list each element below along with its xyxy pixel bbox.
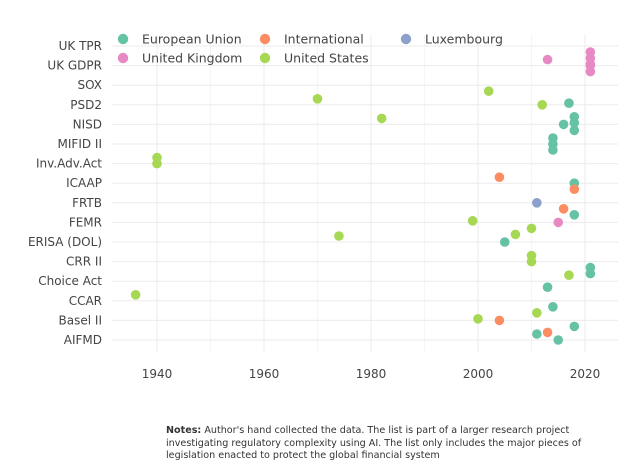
- legend-item-united-kingdom: United Kingdom: [117, 51, 242, 66]
- point-united-states-frtb-1999: [467, 216, 478, 226]
- point-european-union-choice-act-2013: [542, 282, 553, 293]
- legend-marker-united-states: [259, 52, 271, 64]
- grid-lines: [112, 35, 618, 352]
- point-united-states-femr-2010: [526, 223, 537, 234]
- point-united-states-nisd-1982: [376, 113, 387, 124]
- y-tick-mifid-ii: MIFID II: [58, 137, 102, 151]
- point-european-union-erisa-dol-2005: [499, 237, 510, 247]
- point-united-states-erisa-dol-1974: [334, 231, 344, 241]
- point-european-union-frtb-2018: [569, 210, 580, 220]
- point-international-icaap-2018: [569, 184, 580, 194]
- point-european-union-nisd-2016: [558, 119, 569, 130]
- y-tick-sox: SOX: [77, 78, 102, 92]
- point-united-states-psd2-1970: [312, 94, 323, 104]
- y-tick-erisa-dol: ERISA (DOL): [28, 235, 102, 249]
- x-tick-2020: 2020: [570, 367, 601, 381]
- point-european-union-aifmd-2011: [532, 329, 542, 339]
- legend-marker-luxembourg: [400, 33, 412, 45]
- y-axis-tick-labels: AIFMD Basel II CCAR Choice Act CRR II ERISA (…: [28, 39, 102, 347]
- y-tick-femr: FEMR: [69, 215, 102, 229]
- scatter-chart: AIFMD Basel II CCAR Choice Act CRR II ERISA (…: [28, 32, 618, 381]
- x-tick-1980: 1980: [356, 367, 387, 381]
- y-tick-frtb: FRTB: [72, 196, 102, 210]
- point-united-kingdom-uk-gdpr-2013: [542, 54, 553, 65]
- point-international-basel-ii-2013: [542, 327, 553, 338]
- notes-text: Author's hand collected the data. The li…: [166, 425, 582, 461]
- legend-marker-european-union: [117, 33, 129, 45]
- legend-item-international: International: [259, 32, 364, 47]
- point-european-union-ccar-2014: [548, 302, 558, 312]
- x-axis-tick-labels: 1940 1960 1980 2000 2020: [142, 367, 601, 381]
- point-international-frtb-2016: [558, 204, 569, 214]
- legend-label-united-states: United States: [284, 51, 369, 66]
- legend-label-united-kingdom: United Kingdom: [142, 51, 242, 66]
- y-tick-ccar: CCAR: [69, 294, 102, 308]
- data-points: [130, 47, 596, 345]
- point-luxembourg-frtb-2011: [532, 198, 542, 208]
- legend-marker-international: [259, 33, 271, 45]
- x-tick-1960: 1960: [249, 367, 280, 381]
- point-united-states-ccar-2011: [532, 308, 542, 318]
- legend-item-european-union: European Union: [117, 32, 242, 47]
- y-tick-choice-act: Choice Act: [38, 274, 102, 288]
- point-united-states-ccar-2000: [473, 314, 483, 324]
- point-united-states-femr-2007: [510, 229, 521, 240]
- point-european-union-mifid-ii-2014: [548, 145, 558, 155]
- point-european-union-basel-ii-2018: [569, 321, 580, 332]
- point-united-kingdom-uk-tpr-2021: [585, 59, 596, 69]
- point-united-kingdom-uk-gdpr-2021: [585, 66, 596, 77]
- legend-item-luxembourg: Luxembourg: [400, 32, 503, 47]
- y-tick-basel-ii: Basel II: [59, 313, 102, 327]
- point-european-union-aifmd-2015: [553, 335, 564, 345]
- x-tick-2000: 2000: [463, 367, 494, 381]
- legend-label-luxembourg: Luxembourg: [425, 32, 503, 47]
- legend-item-united-states: United States: [259, 51, 369, 66]
- point-united-states-inv-adv-act-1940: [152, 158, 162, 169]
- y-tick-nisd: NISD: [73, 117, 102, 131]
- point-united-states-choice-act-2017: [564, 270, 574, 281]
- point-european-union-nisd-2018: [569, 125, 580, 136]
- notes-label: Notes:: [166, 425, 202, 436]
- chart-notes: Notes: Author's hand collected the data.…: [166, 425, 621, 463]
- point-international-basel-ii-2004: [494, 315, 505, 326]
- point-united-kingdom-femr-2015: [553, 217, 564, 228]
- point-european-union-sox-2017: [564, 98, 574, 108]
- point-european-union-psd2-2018: [569, 118, 580, 128]
- point-united-states-psd2-2012: [537, 100, 547, 110]
- legend: European Union International Luxembourg Uni…: [117, 32, 503, 66]
- y-tick-uk-tpr: UK TPR: [59, 39, 102, 53]
- y-tick-crr-ii: CRR II: [66, 255, 102, 269]
- point-european-union-crr-ii-2021: [585, 268, 596, 279]
- point-international-icaap-2004: [494, 172, 505, 182]
- legend-marker-united-kingdom: [117, 52, 129, 64]
- point-united-states-ccar-1936: [130, 290, 141, 300]
- legend-label-european-union: European Union: [142, 32, 242, 47]
- legend-label-international: International: [284, 32, 364, 47]
- y-tick-inv-adv-act: Inv.Adv.Act: [36, 157, 102, 171]
- y-tick-psd2: PSD2: [70, 98, 102, 112]
- x-tick-1940: 1940: [142, 367, 173, 381]
- y-tick-aifmd: AIFMD: [64, 333, 102, 347]
- point-united-states-sox-2002: [483, 86, 494, 96]
- y-tick-icaap: ICAAP: [66, 176, 102, 190]
- y-tick-uk-gdpr: UK GDPR: [47, 59, 102, 73]
- point-united-states-crr-ii-2010: [526, 256, 537, 267]
